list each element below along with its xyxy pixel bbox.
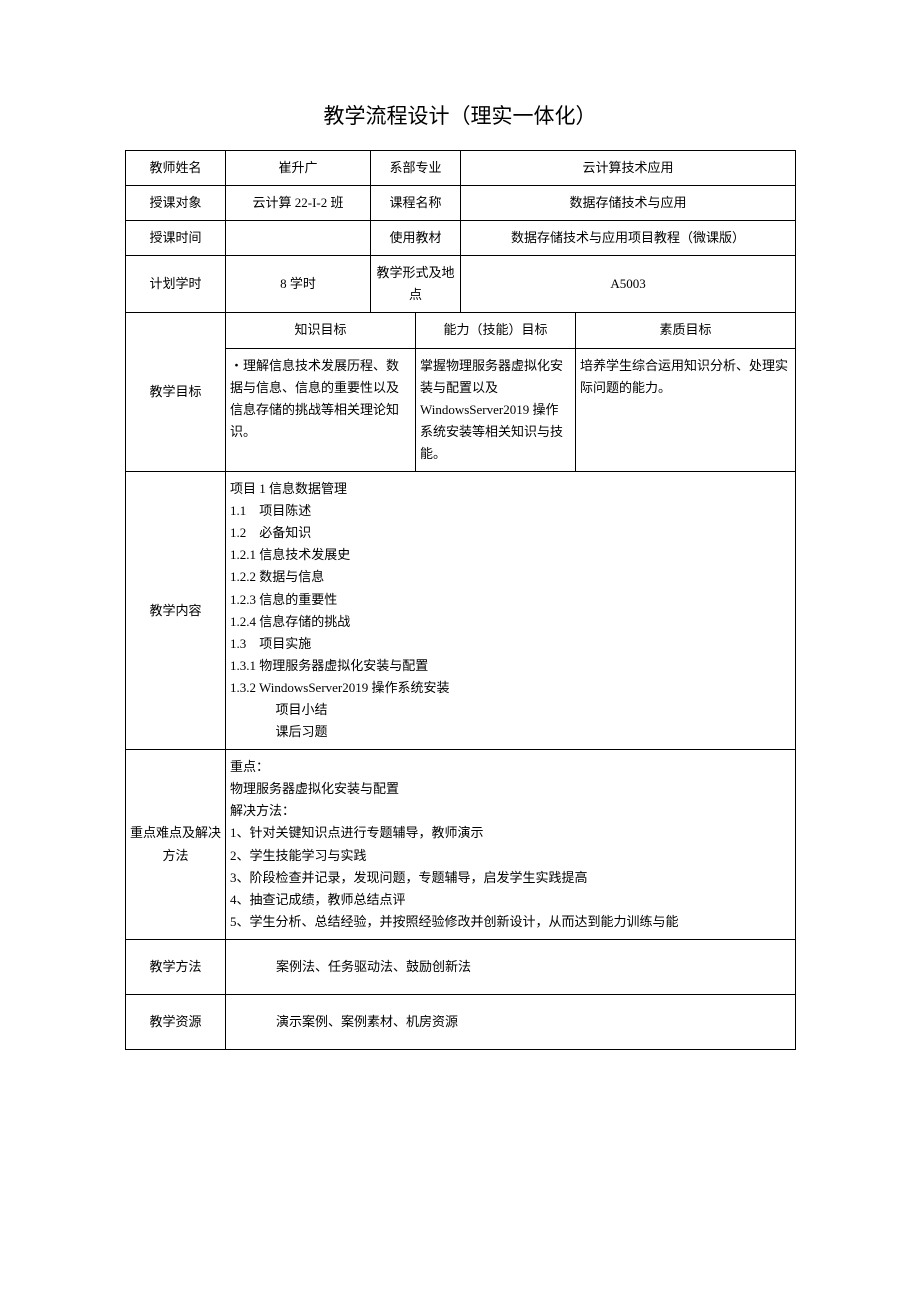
content-line: 1.2.2 数据与信息 [230,566,791,588]
content-line: 1.3.2 WindowsServer2019 操作系统安装 [230,677,791,699]
table-row: 教学方法 案例法、任务驱动法、鼓励创新法 [126,939,796,994]
content-line: 项目小结 [230,699,791,721]
table-row: ・理解信息技术发展历程、数据与信息、信息的重要性以及信息存储的挑战等相关理论知识… [126,348,796,471]
value-course-name: 数据存储技术与应用 [461,186,796,221]
label-resources: 教学资源 [126,995,226,1050]
value-resources: 演示案例、案例素材、机房资源 [226,995,796,1050]
table-row: 教学目标 知识目标 能力（技能）目标 素质目标 [126,313,796,348]
content-line: 1.1 项目陈述 [230,500,791,522]
content-line: 1.2 必备知识 [230,522,791,544]
cell-content: 项目 1 信息数据管理 1.1 项目陈述 1.2 必备知识 1.2.1 信息技术… [226,472,796,750]
content-line: 1.3 项目实施 [230,633,791,655]
table-row: 重点难点及解决方法 重点： 物理服务器虚拟化安装与配置 解决方法： 1、针对关键… [126,750,796,940]
header-skill-obj: 能力（技能）目标 [416,313,576,348]
content-line: 项目 1 信息数据管理 [230,478,791,500]
keypoint-line: 3、阶段检查并记录，发现问题，专题辅导，启发学生实践提高 [230,867,791,889]
label-students: 授课对象 [126,186,226,221]
lesson-plan-table: 教师姓名 崔升广 系部专业 云计算技术应用 授课对象 云计算 22-I-2 班 … [125,150,796,1050]
label-keypoints: 重点难点及解决方法 [126,750,226,940]
table-row: 教师姓名 崔升广 系部专业 云计算技术应用 [126,151,796,186]
keypoint-line: 1、针对关键知识点进行专题辅导，教师演示 [230,822,791,844]
cell-skill-obj: 掌握物理服务器虚拟化安装与配置以及 WindowsServer2019 操作系统… [416,348,576,471]
content-line: 1.2.3 信息的重要性 [230,589,791,611]
keypoint-line: 2、学生技能学习与实践 [230,845,791,867]
table-row: 计划学时 8 学时 教学形式及地点 A5003 [126,256,796,313]
value-teacher-name: 崔升广 [226,151,371,186]
label-course-name: 课程名称 [371,186,461,221]
content-line: 课后习题 [230,721,791,743]
content-line: 1.2.1 信息技术发展史 [230,544,791,566]
header-knowledge-obj: 知识目标 [226,313,416,348]
value-time [226,221,371,256]
value-students: 云计算 22-I-2 班 [226,186,371,221]
label-methods: 教学方法 [126,939,226,994]
keypoint-line: 解决方法： [230,800,791,822]
label-dept-major: 系部专业 [371,151,461,186]
content-line: 1.2.4 信息存储的挑战 [230,611,791,633]
table-row: 教学资源 演示案例、案例素材、机房资源 [126,995,796,1050]
value-textbook: 数据存储技术与应用项目教程（微课版） [461,221,796,256]
value-hours: 8 学时 [226,256,371,313]
cell-keypoints: 重点： 物理服务器虚拟化安装与配置 解决方法： 1、针对关键知识点进行专题辅导，… [226,750,796,940]
keypoint-line: 物理服务器虚拟化安装与配置 [230,778,791,800]
cell-knowledge-obj: ・理解信息技术发展历程、数据与信息、信息的重要性以及信息存储的挑战等相关理论知识… [226,348,416,471]
page-title: 教学流程设计（理实一体化） [125,100,795,130]
keypoint-line: 4、抽查记成绩，教师总结点评 [230,889,791,911]
header-quality-obj: 素质目标 [576,313,796,348]
label-content: 教学内容 [126,472,226,750]
table-row: 授课对象 云计算 22-I-2 班 课程名称 数据存储技术与应用 [126,186,796,221]
label-hours: 计划学时 [126,256,226,313]
label-form-location: 教学形式及地点 [371,256,461,313]
table-row: 教学内容 项目 1 信息数据管理 1.1 项目陈述 1.2 必备知识 1.2.1… [126,472,796,750]
label-time: 授课时间 [126,221,226,256]
cell-quality-obj: 培养学生综合运用知识分析、处理实际问题的能力。 [576,348,796,471]
content-line: 1.3.1 物理服务器虚拟化安装与配置 [230,655,791,677]
table-row: 授课时间 使用教材 数据存储技术与应用项目教程（微课版） [126,221,796,256]
keypoint-line: 5、学生分析、总结经验，并按照经验修改并创新设计，从而达到能力训练与能 [230,911,791,933]
value-dept-major: 云计算技术应用 [461,151,796,186]
label-textbook: 使用教材 [371,221,461,256]
value-form-location: A5003 [461,256,796,313]
label-teacher-name: 教师姓名 [126,151,226,186]
keypoint-line: 重点： [230,756,791,778]
value-methods: 案例法、任务驱动法、鼓励创新法 [226,939,796,994]
label-objectives: 教学目标 [126,313,226,472]
